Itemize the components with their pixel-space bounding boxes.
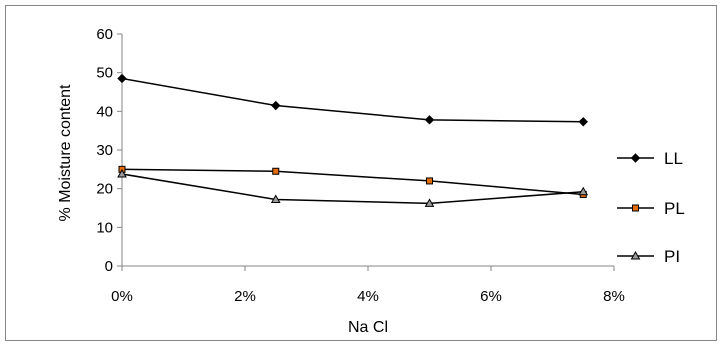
x-tick-label: 6%	[480, 288, 502, 305]
triangle-marker	[270, 194, 281, 203]
diamond-marker	[271, 100, 281, 111]
series-layer	[117, 73, 589, 207]
legend-entry-pi: PI	[617, 247, 680, 266]
y-tick-label: 60	[96, 26, 113, 43]
x-tick-label: 0%	[111, 288, 133, 305]
y-tick-label: 30	[96, 142, 113, 159]
diamond-marker	[630, 153, 641, 163]
tick-labels: 0 10 20 30 40 50 60 0% 2% 4% 6% 8%	[96, 26, 625, 305]
x-tick-label: 4%	[357, 288, 379, 305]
legend-label: LL	[664, 149, 683, 168]
diamond-marker	[424, 115, 435, 125]
series-line	[121, 77, 584, 123]
series-line	[121, 168, 584, 196]
legend: LL PL PI	[617, 149, 685, 266]
legend-label: PL	[664, 199, 685, 218]
x-axis-title: Na Cl	[348, 319, 388, 336]
legend-entry-pl: PL	[617, 199, 685, 218]
y-tick-label: 40	[96, 103, 113, 120]
triangle-marker	[117, 168, 127, 178]
axes	[117, 33, 615, 271]
y-tick-label: 50	[96, 65, 113, 82]
legend-entry-ll: LL	[617, 149, 683, 168]
x-tick-label: 2%	[234, 288, 256, 305]
y-tick-label: 10	[96, 219, 113, 236]
y-tick-label: 0	[105, 258, 113, 275]
triangle-marker	[578, 186, 589, 196]
diamond-marker	[117, 73, 127, 84]
legend-label: PI	[664, 247, 680, 266]
square-marker	[272, 167, 280, 175]
x-tick-label: 8%	[603, 288, 625, 305]
y-axis-title: % Moisture content	[57, 84, 74, 222]
series-pl	[118, 165, 587, 198]
y-tick-label: 20	[96, 181, 113, 198]
square-marker	[426, 177, 433, 185]
square-marker	[632, 204, 639, 212]
diamond-marker	[578, 117, 588, 127]
series-line	[121, 173, 584, 205]
triangle-marker	[424, 198, 435, 207]
series-ll	[117, 73, 588, 127]
triangle-marker	[630, 250, 641, 260]
series-pi	[117, 168, 589, 207]
